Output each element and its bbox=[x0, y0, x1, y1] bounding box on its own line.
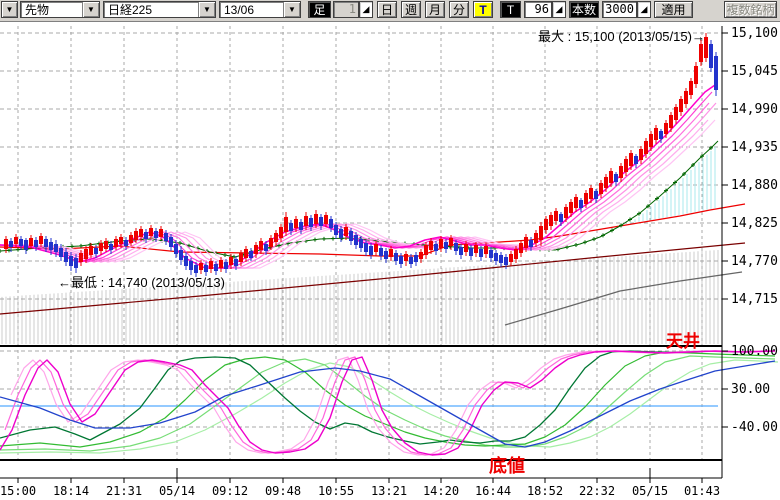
symbol-value: 日経225 bbox=[108, 3, 153, 17]
instrument-value: 先物 bbox=[25, 3, 50, 17]
svg-text:18:52: 18:52 bbox=[527, 484, 563, 498]
multi-symbol-button: 複数銘柄 bbox=[724, 1, 777, 18]
svg-text:天井: 天井 bbox=[666, 331, 700, 351]
svg-text:18:14: 18:14 bbox=[53, 484, 89, 498]
svg-text:01:43: 01:43 bbox=[684, 484, 720, 498]
svg-text:14:20: 14:20 bbox=[423, 484, 459, 498]
toolbar: ▼ 先物 ▼ 日経225 ▼ 13/06 ▼ 足 1 ◢ 日 週 月 分 T T… bbox=[0, 0, 780, 22]
tick-count-spin-icon[interactable]: ◢ bbox=[552, 1, 566, 18]
period-month-button[interactable]: 月 bbox=[425, 1, 445, 18]
symbol-select[interactable]: 日経225 ▼ bbox=[103, 1, 216, 18]
svg-text:14,715: 14,715 bbox=[731, 292, 778, 307]
svg-text:09:12: 09:12 bbox=[212, 484, 248, 498]
bars-count-input[interactable]: 3000 bbox=[602, 1, 637, 18]
tick-toggle-button[interactable]: T bbox=[500, 1, 521, 18]
period-week-button[interactable]: 週 bbox=[401, 1, 421, 18]
ashi-toggle-button[interactable]: 足 bbox=[308, 1, 331, 18]
svg-text:14,825: 14,825 bbox=[731, 216, 778, 231]
svg-text:16:44: 16:44 bbox=[475, 484, 511, 498]
svg-text:100.00: 100.00 bbox=[731, 344, 778, 359]
svg-text:14,935: 14,935 bbox=[731, 140, 778, 155]
svg-text:21:31: 21:31 bbox=[106, 484, 142, 498]
svg-text:底値: 底値 bbox=[489, 455, 525, 476]
tick-count-input[interactable]: 96 bbox=[524, 1, 552, 18]
mini-dropdown[interactable]: ▼ bbox=[1, 1, 18, 18]
svg-text:10:55: 10:55 bbox=[318, 484, 354, 498]
bars-count-spin-icon[interactable]: ◢ bbox=[637, 1, 651, 18]
period-minute-button[interactable]: 分 bbox=[449, 1, 469, 18]
instrument-select[interactable]: 先物 ▼ bbox=[20, 1, 100, 18]
svg-text:←最低 : 14,740 (2013/05/13): ←最低 : 14,740 (2013/05/13) bbox=[58, 275, 225, 290]
chevron-down-icon[interactable]: ▼ bbox=[283, 2, 300, 17]
svg-text:09:48: 09:48 bbox=[265, 484, 301, 498]
chevron-down-icon[interactable]: ▼ bbox=[198, 2, 215, 17]
svg-text:13:21: 13:21 bbox=[371, 484, 407, 498]
svg-text:15,045: 15,045 bbox=[731, 64, 778, 79]
interval-input[interactable]: 1 bbox=[333, 1, 359, 18]
contract-value: 13/06 bbox=[224, 2, 255, 17]
period-day-button[interactable]: 日 bbox=[377, 1, 397, 18]
svg-text:15,100: 15,100 bbox=[731, 26, 778, 41]
svg-text:15:00: 15:00 bbox=[0, 484, 36, 498]
apply-button[interactable]: 適用 bbox=[654, 1, 693, 18]
svg-text:05/14: 05/14 bbox=[159, 484, 195, 498]
chevron-down-icon[interactable]: ▼ bbox=[2, 2, 17, 17]
svg-text:最大 : 15,100 (2013/05/15)→: 最大 : 15,100 (2013/05/15)→ bbox=[538, 29, 705, 44]
svg-text:14,770: 14,770 bbox=[731, 254, 778, 269]
chevron-down-icon[interactable]: ▼ bbox=[82, 2, 99, 17]
contract-select[interactable]: 13/06 ▼ bbox=[219, 1, 301, 18]
svg-text:22:32: 22:32 bbox=[579, 484, 615, 498]
svg-text:14,880: 14,880 bbox=[731, 178, 778, 193]
period-tick-button[interactable]: T bbox=[473, 1, 493, 18]
svg-text:-40.00: -40.00 bbox=[731, 420, 778, 435]
interval-spin-icon[interactable]: ◢ bbox=[359, 1, 373, 18]
svg-text:14,990: 14,990 bbox=[731, 102, 778, 117]
svg-text:05/15: 05/15 bbox=[632, 484, 668, 498]
bars-toggle-button[interactable]: 本数 bbox=[569, 1, 599, 18]
svg-text:30.00: 30.00 bbox=[731, 382, 770, 397]
